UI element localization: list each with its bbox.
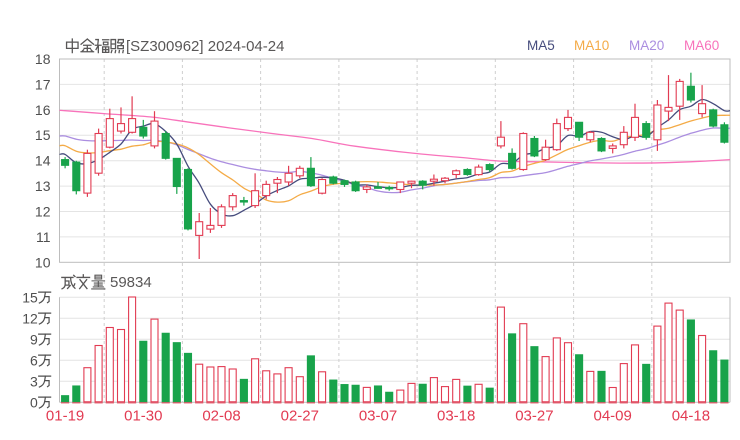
svg-text:17: 17: [35, 76, 51, 92]
svg-text:15: 15: [35, 127, 51, 143]
svg-text:03-18: 03-18: [437, 408, 475, 425]
svg-text:18: 18: [35, 51, 51, 67]
svg-text:MA60: MA60: [684, 38, 719, 53]
svg-text:01-30: 01-30: [124, 408, 162, 425]
svg-text:MA10: MA10: [574, 38, 609, 53]
svg-text:10: 10: [35, 254, 51, 270]
svg-text:14: 14: [35, 153, 51, 169]
svg-text:02-27: 02-27: [281, 408, 319, 425]
svg-text:02-08: 02-08: [202, 408, 240, 425]
svg-text:03-27: 03-27: [515, 408, 553, 425]
svg-text:9: 9: [30, 331, 38, 347]
svg-text:3: 3: [30, 373, 38, 389]
svg-text:01-19: 01-19: [46, 408, 84, 425]
svg-text:04-18: 04-18: [672, 408, 710, 425]
svg-text:15: 15: [22, 289, 38, 305]
svg-text:0: 0: [30, 394, 38, 410]
svg-text:12: 12: [22, 310, 38, 326]
svg-text:11: 11: [36, 229, 51, 245]
svg-text:6: 6: [30, 352, 38, 368]
svg-text:16: 16: [35, 102, 51, 118]
svg-text:MA5: MA5: [527, 38, 555, 53]
svg-text:59834: 59834: [110, 274, 152, 291]
svg-text:04-09: 04-09: [594, 408, 632, 425]
svg-text:[SZ300962] 2024-04-24: [SZ300962] 2024-04-24: [126, 38, 284, 55]
svg-text:13: 13: [35, 178, 51, 194]
svg-text:12: 12: [35, 204, 51, 220]
svg-text:03-07: 03-07: [359, 408, 397, 425]
svg-text:MA20: MA20: [629, 38, 664, 53]
